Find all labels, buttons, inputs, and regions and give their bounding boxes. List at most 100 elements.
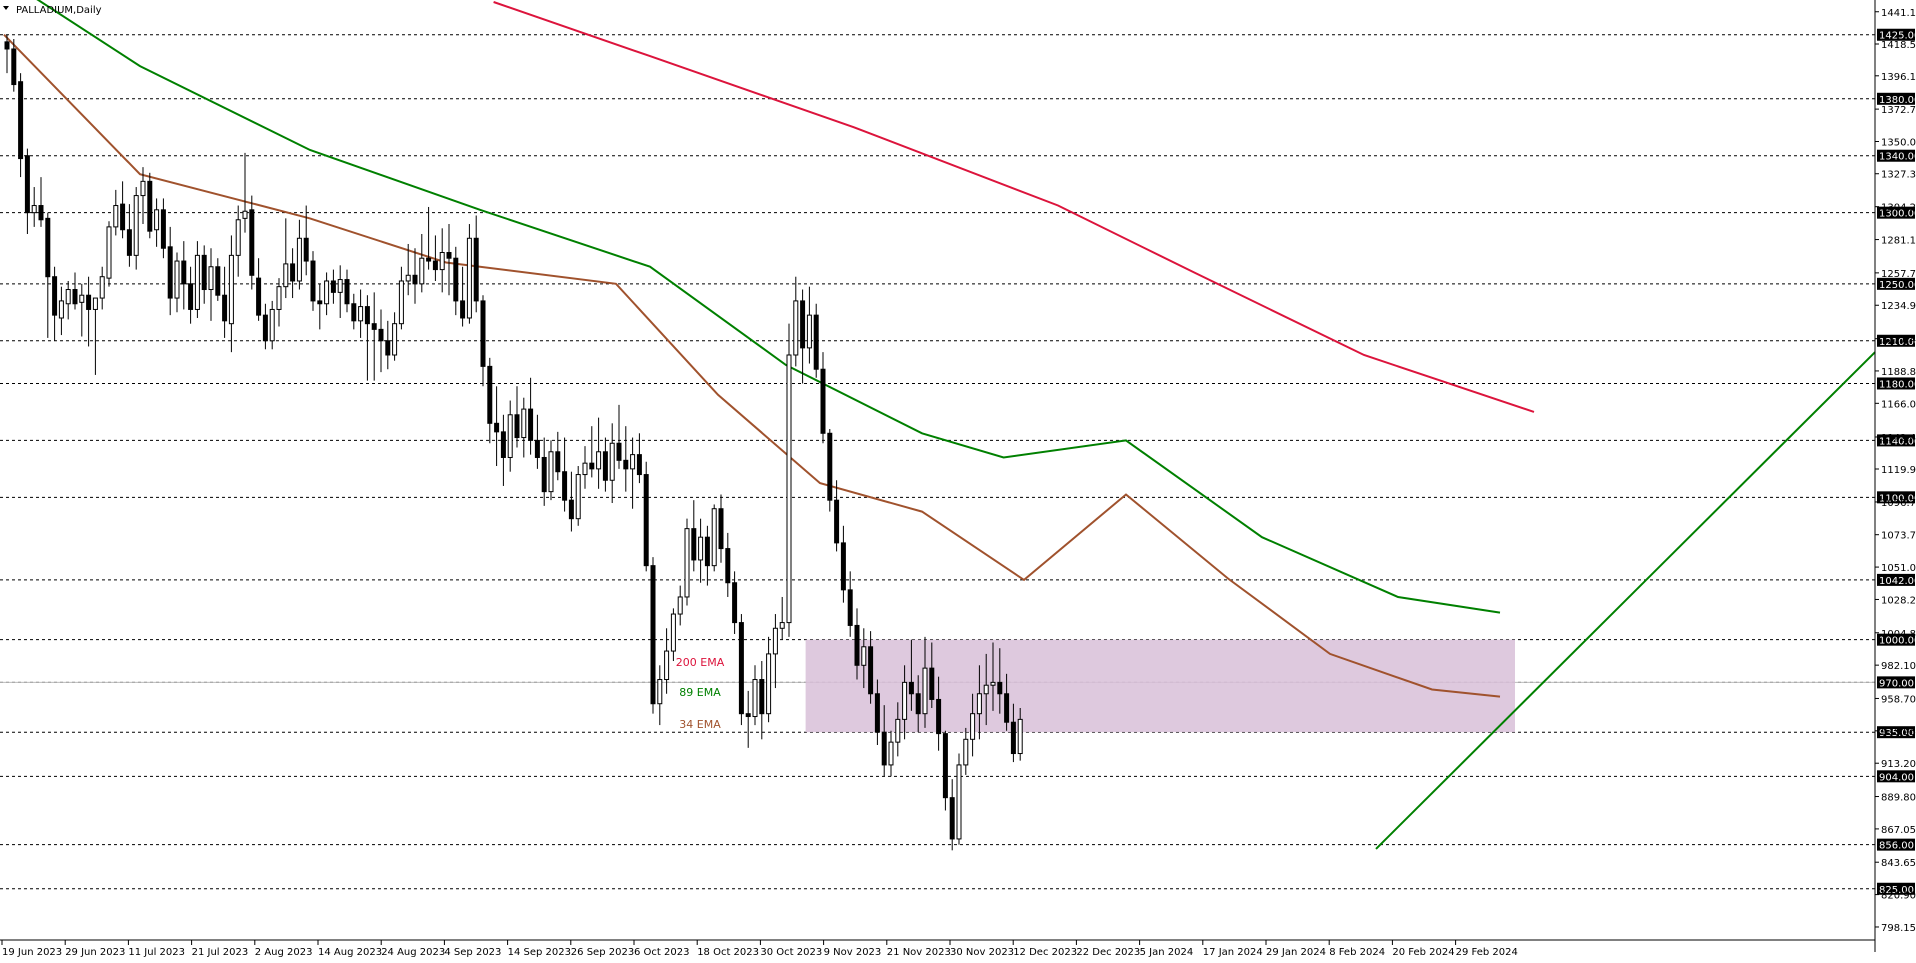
candle-body bbox=[806, 314, 812, 349]
price-tick-label: 1350.00 bbox=[1881, 137, 1916, 148]
price-tick-label: 1257.70 bbox=[1881, 269, 1916, 280]
price-tick-label: 935.95 bbox=[1881, 727, 1916, 738]
candle-body bbox=[997, 681, 1003, 695]
level-tag-label: 825.00 bbox=[1879, 885, 1914, 896]
candle-body bbox=[480, 300, 486, 367]
candle-body bbox=[902, 681, 908, 720]
candle-body bbox=[133, 195, 139, 256]
candle-body bbox=[752, 679, 758, 718]
level-tag bbox=[1877, 92, 1915, 105]
candle-body bbox=[72, 289, 78, 305]
candle-body bbox=[1010, 721, 1016, 755]
date-tick-label: 22 Dec 2023 bbox=[1076, 947, 1140, 958]
candle-body bbox=[759, 679, 765, 715]
candle-body bbox=[147, 180, 153, 232]
level-tag-label: 904.00 bbox=[1879, 772, 1914, 783]
level-grid bbox=[0, 34, 1875, 890]
candle-body bbox=[419, 257, 425, 285]
candle-body bbox=[888, 741, 894, 766]
candle-body bbox=[915, 693, 921, 715]
candle-body bbox=[664, 650, 670, 681]
candle-body bbox=[494, 422, 500, 433]
candle-body bbox=[772, 627, 778, 655]
candle-body bbox=[514, 414, 520, 439]
candle-body bbox=[58, 300, 64, 319]
candle-body bbox=[235, 219, 241, 256]
candle-body bbox=[766, 653, 772, 715]
price-tick-label: 1281.10 bbox=[1881, 236, 1916, 247]
level-tag-label: 1100.00 bbox=[1879, 493, 1916, 504]
candle-body bbox=[800, 300, 806, 349]
candle-body bbox=[188, 283, 194, 310]
price-tick-label: 982.10 bbox=[1881, 661, 1916, 672]
candle-body bbox=[126, 229, 132, 256]
candle-body bbox=[473, 237, 479, 302]
candle-body bbox=[670, 613, 676, 652]
candle-body bbox=[460, 300, 466, 319]
candle-body bbox=[779, 622, 785, 629]
candle-body bbox=[895, 718, 901, 743]
price-tick-label: 1304.20 bbox=[1881, 203, 1916, 214]
date-tick-label: 12 Dec 2023 bbox=[1013, 947, 1077, 958]
ema-line bbox=[36, 0, 1501, 614]
price-tick-label: 1004.85 bbox=[1881, 629, 1916, 640]
candle-body bbox=[834, 499, 840, 544]
level-tag-label: 1300.00 bbox=[1879, 209, 1916, 220]
level-tag bbox=[1877, 377, 1915, 390]
price-tick-label: 1396.15 bbox=[1881, 72, 1916, 83]
candle-body bbox=[793, 300, 799, 356]
candle-body bbox=[874, 693, 880, 733]
candle-body bbox=[589, 462, 595, 470]
price-tick-label: 843.65 bbox=[1881, 858, 1916, 869]
date-tick-label: 9 Nov 2023 bbox=[824, 947, 882, 958]
candle-body bbox=[983, 684, 989, 695]
level-tag bbox=[1877, 491, 1915, 504]
candle-body bbox=[283, 263, 289, 288]
candle-body bbox=[711, 508, 717, 567]
date-tick-label: 14 Sep 2023 bbox=[508, 947, 571, 958]
price-tick-label: 1096.75 bbox=[1881, 498, 1916, 509]
candle-body bbox=[500, 431, 506, 458]
chart-title: PALLADIUM,Daily bbox=[16, 5, 102, 16]
candle-body bbox=[650, 565, 656, 705]
price-tick-label: 889.80 bbox=[1881, 793, 1916, 804]
candle-body bbox=[194, 254, 200, 310]
candle-body bbox=[602, 451, 608, 481]
candle-body bbox=[120, 203, 126, 231]
date-tick-label: 18 Oct 2023 bbox=[697, 947, 759, 958]
candle-body bbox=[548, 451, 554, 493]
candle-body bbox=[269, 308, 275, 342]
date-tick-label: 21 Nov 2023 bbox=[887, 947, 951, 958]
date-tick-label: 11 Jul 2023 bbox=[128, 947, 185, 958]
price-tick-label: 1441.15 bbox=[1881, 8, 1916, 19]
price-tick-label: 958.70 bbox=[1881, 694, 1916, 705]
candle-body bbox=[521, 408, 527, 439]
candle-body bbox=[922, 667, 928, 715]
candle-body bbox=[330, 280, 336, 293]
candle-body bbox=[344, 279, 350, 305]
date-tick-label: 29 Jun 2023 bbox=[65, 947, 125, 958]
price-tick-label: 1166.05 bbox=[1881, 399, 1916, 410]
candle-body bbox=[1017, 718, 1023, 755]
level-tag bbox=[1877, 770, 1915, 783]
candle-body bbox=[296, 237, 302, 282]
ema-annotation: 200 EMA bbox=[676, 656, 725, 669]
candle-body bbox=[745, 713, 751, 718]
level-tag-label: 1250.00 bbox=[1879, 280, 1916, 291]
candle-body bbox=[738, 622, 744, 715]
date-tick-label: 17 Jan 2024 bbox=[1203, 947, 1263, 958]
price-tick-label: 1327.35 bbox=[1881, 170, 1916, 181]
candle-body bbox=[208, 266, 214, 291]
candle-body bbox=[228, 254, 234, 325]
price-tick-label: 1372.75 bbox=[1881, 105, 1916, 116]
candle-body bbox=[65, 289, 71, 305]
level-tag bbox=[1877, 334, 1915, 347]
candle-body bbox=[630, 454, 636, 470]
candle-body bbox=[405, 274, 411, 282]
candle-body bbox=[4, 41, 10, 50]
collapse-arrow-icon[interactable] bbox=[3, 6, 9, 10]
date-tick-label: 24 Aug 2023 bbox=[381, 947, 445, 958]
price-tick-label: 1418.50 bbox=[1881, 40, 1916, 51]
level-tag-label: 1210.00 bbox=[1879, 337, 1916, 348]
